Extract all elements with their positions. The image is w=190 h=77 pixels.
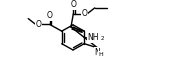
- Text: H: H: [99, 52, 103, 57]
- Text: O: O: [36, 20, 42, 29]
- Text: N: N: [95, 48, 101, 57]
- Text: O: O: [82, 9, 87, 18]
- Text: O: O: [47, 11, 53, 20]
- Text: 2: 2: [101, 36, 104, 41]
- Text: NH: NH: [88, 33, 99, 42]
- Text: O: O: [70, 0, 76, 9]
